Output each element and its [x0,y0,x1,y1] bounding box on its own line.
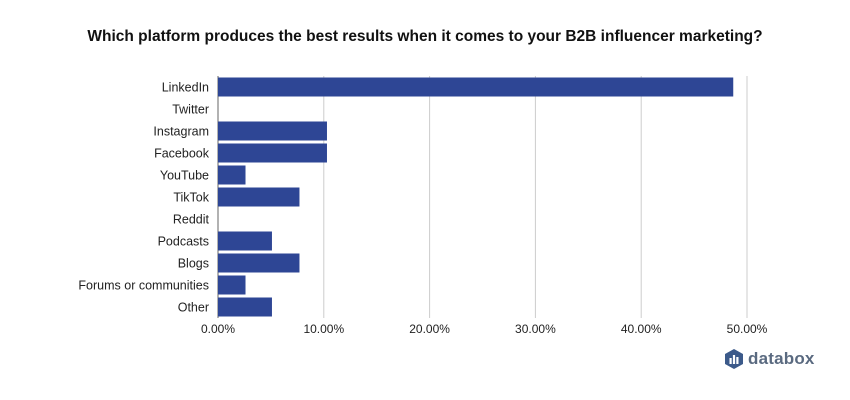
bars [218,77,734,317]
bar-blogs [218,253,300,273]
bar-linkedin [218,77,734,97]
x-tick-label: 0.00% [201,322,235,336]
category-label: YouTube [160,169,209,183]
category-label: Podcasts [158,235,209,249]
category-label: LinkedIn [162,81,209,95]
category-label: Instagram [153,125,209,139]
category-label: Forums or communities [78,279,209,293]
bar-instagram [218,121,327,141]
x-tick-label: 20.00% [409,322,450,336]
databox-logo-icon [725,349,743,369]
bar-facebook [218,143,327,163]
category-label: Reddit [173,213,210,227]
chart-title: Which platform produces the best results… [87,28,763,45]
x-tick-labels: 0.00% 10.00% 20.00% 30.00% 40.00% 50.00% [201,322,768,336]
databox-logo: databox [724,348,815,370]
bar-youtube [218,165,246,185]
x-tick-label: 50.00% [727,322,768,336]
category-label: TikTok [173,191,209,205]
category-label: Twitter [172,103,209,117]
category-labels: LinkedIn Twitter Instagram Facebook YouTube T… [78,81,209,315]
bar-podcasts [218,231,272,251]
x-tick-label: 30.00% [515,322,556,336]
databox-logo-text: databox [748,349,815,368]
category-label: Blogs [178,257,209,271]
category-label: Other [178,301,209,315]
x-tick-label: 10.00% [303,322,344,336]
category-label: Facebook [154,147,210,161]
x-tick-label: 40.00% [621,322,662,336]
bar-tiktok [218,187,300,207]
bar-forums-or-communities [218,275,246,295]
bar-other [218,297,272,317]
